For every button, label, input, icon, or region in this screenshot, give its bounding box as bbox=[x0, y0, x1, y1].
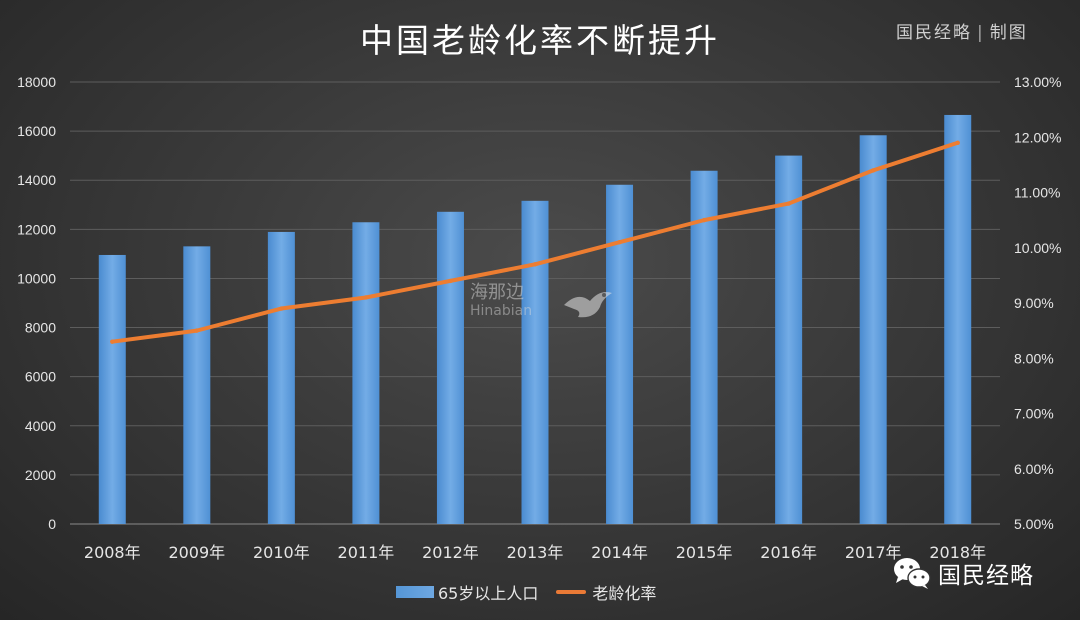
y2-tick-label: 13.00% bbox=[1014, 74, 1061, 90]
line-point bbox=[870, 168, 876, 173]
y2-tick-label: 5.00% bbox=[1014, 516, 1054, 532]
chart-title: 中国老龄化率不断提升 bbox=[360, 21, 720, 60]
y2-tick-label: 7.00% bbox=[1014, 406, 1054, 422]
y2-tick-label: 6.00% bbox=[1014, 461, 1054, 477]
legend-item-bar: 65岁以上人口 bbox=[396, 580, 538, 604]
x-tick-label: 2013年 bbox=[507, 543, 564, 562]
watermark-bird-icon bbox=[564, 292, 612, 318]
credit-separator: | bbox=[977, 23, 985, 43]
y-axis-labels: 0 2000 4000 6000 8000 10000 12000 14000 16000 180… bbox=[17, 74, 56, 532]
watermark-cn: 海那边 bbox=[470, 282, 524, 303]
credit-name: 国民经略 bbox=[896, 23, 972, 43]
legend-bar-label: 65岁以上人口 bbox=[438, 584, 539, 603]
line-point bbox=[363, 295, 369, 300]
bar bbox=[436, 211, 464, 524]
y-tick-label: 2000 bbox=[25, 467, 56, 483]
watermark: 海那边 Hinabian bbox=[470, 284, 532, 320]
credit: 国民经略 | 制图 bbox=[896, 18, 1028, 43]
bar bbox=[98, 254, 126, 524]
legend: 65岁以上人口 老龄化率 bbox=[396, 578, 674, 606]
bar bbox=[859, 135, 887, 525]
y2-tick-label: 8.00% bbox=[1014, 350, 1054, 366]
y-tick-label: 12000 bbox=[17, 221, 56, 237]
legend-line-label: 老龄化率 bbox=[592, 584, 657, 603]
y-tick-label: 0 bbox=[48, 516, 56, 532]
y-tick-label: 10000 bbox=[17, 270, 56, 286]
watermark-en: Hinabian bbox=[470, 303, 533, 319]
x-tick-label: 2009年 bbox=[168, 543, 225, 562]
line-point bbox=[617, 240, 622, 245]
y2-tick-label: 10.00% bbox=[1014, 240, 1061, 256]
x-tick-label: 2015年 bbox=[676, 543, 733, 562]
bar bbox=[775, 155, 803, 524]
y-tick-label: 6000 bbox=[25, 369, 56, 385]
legend-line-swatch bbox=[556, 590, 587, 594]
x-tick-label: 2018年 bbox=[929, 543, 986, 562]
line-point bbox=[955, 140, 960, 145]
brand-badge: 国民经略 bbox=[892, 556, 1034, 590]
bar bbox=[690, 170, 718, 524]
bar bbox=[521, 200, 549, 524]
wechat-icon bbox=[894, 558, 931, 589]
y2-tick-label: 11.00% bbox=[1014, 185, 1060, 201]
x-tick-label: 2011年 bbox=[338, 543, 395, 562]
credit-suffix: 制图 bbox=[989, 23, 1028, 43]
y-tick-label: 14000 bbox=[17, 172, 56, 188]
legend-item-line: 老龄化率 bbox=[556, 580, 656, 604]
x-tick-label: 2014年 bbox=[591, 543, 648, 562]
line-point bbox=[786, 201, 791, 206]
y2-tick-label: 12.00% bbox=[1014, 129, 1061, 145]
y2-axis-labels: 5.00% 6.00% 7.00% 8.00% 9.00% 10.00% 11.00% 12.… bbox=[1014, 74, 1061, 532]
legend-bar-swatch bbox=[396, 586, 434, 598]
y2-tick-label: 9.00% bbox=[1014, 295, 1054, 311]
line-point bbox=[279, 306, 284, 311]
bar bbox=[606, 184, 634, 524]
brand-label: 国民经略 bbox=[938, 563, 1034, 589]
bar bbox=[352, 222, 380, 524]
line-point bbox=[194, 328, 200, 333]
x-tick-label: 2016年 bbox=[760, 543, 817, 562]
x-axis-labels: 2008年 2009年 2010年 2011年 2012年 2013年 2014年 2015年… bbox=[84, 543, 986, 562]
x-tick-label: 2010年 bbox=[253, 543, 310, 562]
line-point bbox=[701, 217, 707, 223]
line-series bbox=[110, 140, 960, 344]
y-tick-label: 8000 bbox=[25, 320, 56, 336]
bar-series bbox=[98, 114, 972, 525]
bar bbox=[944, 114, 972, 524]
line-point bbox=[532, 262, 538, 267]
y-tick-label: 16000 bbox=[17, 123, 56, 139]
bar bbox=[183, 246, 211, 524]
x-tick-label: 2008年 bbox=[84, 543, 141, 562]
x-tick-label: 2012年 bbox=[422, 543, 479, 562]
x-tick-label: 2017年 bbox=[845, 543, 902, 562]
line-point bbox=[448, 278, 453, 284]
y-tick-label: 4000 bbox=[25, 418, 56, 434]
bar bbox=[267, 231, 295, 524]
line-point bbox=[110, 339, 115, 344]
y-tick-label: 18000 bbox=[17, 74, 56, 90]
